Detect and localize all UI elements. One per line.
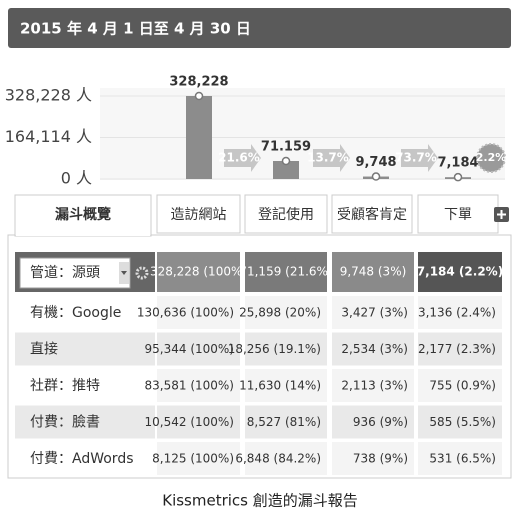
cell-bg [418, 369, 502, 402]
cell-text: 10,542 (100%) [145, 415, 234, 429]
cell-text: 11,630 (14%) [239, 379, 321, 393]
overall-label: 2.2% [476, 151, 507, 164]
cell-text: 3,136 (2.4%) [418, 306, 496, 320]
header-bar [8, 8, 511, 48]
tab[interactable] [331, 194, 413, 234]
cell-bg [245, 332, 327, 366]
cell-bg [332, 442, 414, 475]
cell-bg [332, 332, 414, 366]
tab[interactable] [156, 194, 241, 234]
cell-text: 2,113 (3%) [341, 379, 408, 393]
value-label: 71.159 [261, 140, 311, 155]
cell-bg [418, 442, 502, 475]
row-label-bg [15, 369, 155, 402]
bar-top-dot [453, 172, 463, 182]
value-label: 7,184 [437, 156, 478, 171]
cell-text: 2,177 (2.3%) [418, 342, 496, 356]
row-label: 付費：臉書 [30, 415, 100, 431]
cell-text: 2,534 (3%) [341, 342, 408, 356]
caption: Kissmetrics 創造的漏斗報告 [162, 492, 358, 510]
cell-bg [157, 369, 240, 402]
row-label-bg [15, 296, 155, 329]
cell-text: 755 (0.9%) [429, 379, 496, 393]
cell-bg [245, 405, 327, 439]
cell-text: 6,848 (84.2%) [235, 452, 321, 466]
y-tick-label: 328,228 人 [5, 86, 92, 105]
cell-text: 8,527 (81%) [247, 415, 321, 429]
cell-bg [332, 369, 414, 402]
selector-arrow [121, 271, 127, 275]
tab-label: 受顧客肯定 [337, 206, 407, 223]
table-header-text: 7,184 (2.2%) [417, 265, 503, 279]
selector[interactable] [19, 257, 131, 289]
step-label: 13.7% [307, 151, 349, 165]
table-header-cell [332, 252, 414, 292]
row-label: 付費：AdWords [30, 451, 134, 467]
cell-bg [157, 296, 240, 329]
row-label: 直接 [30, 341, 58, 358]
cell-bg [245, 296, 327, 329]
cell-bg [157, 405, 240, 439]
table-header-text: 9,748 (3%) [340, 265, 407, 279]
tab-label: 漏斗概覽 [55, 206, 111, 223]
cell-text: 25,898 (20%) [239, 306, 321, 320]
y-tick-label: 0 人 [61, 169, 92, 188]
tab-label: 造訪網站 [171, 207, 227, 223]
cell-text: 531 (6.5%) [429, 452, 496, 466]
bar-top-dot [281, 156, 291, 166]
row-label-bg [15, 332, 155, 366]
step-arrow [224, 144, 261, 172]
table-header-cell [245, 252, 327, 292]
cell-bg [157, 332, 240, 366]
bar [273, 161, 299, 179]
step-label: 21.6% [218, 151, 260, 165]
y-tick-label: 164,114 人 [5, 127, 92, 146]
row-label: 有機：Google [30, 305, 121, 321]
overall-badge [476, 143, 506, 173]
cell-bg [157, 442, 240, 475]
cell-text: 95,344 (100%) [145, 342, 234, 356]
row-label: 社群：推特 [30, 378, 100, 394]
cell-bg [418, 332, 502, 366]
cell-text: 18,256 (19.1%) [228, 342, 321, 356]
tab[interactable] [244, 194, 328, 234]
cell-bg [245, 369, 327, 402]
bar [186, 96, 212, 179]
cell-text: 8,125 (100%) [152, 452, 234, 466]
cell-text: 130,636 (100%) [137, 306, 234, 320]
header-title: 2015 年 4 月 1 日至 4 月 30 日 [20, 20, 251, 38]
selector-label: 管道：源頭 [30, 265, 100, 281]
cell-text: 83,581 (100%) [145, 379, 234, 393]
cell-bg [245, 442, 327, 475]
cell-text: 585 (5.5%) [429, 415, 496, 429]
add-icon [497, 210, 506, 219]
cell-text: 3,427 (3%) [341, 306, 408, 320]
cell-text: 936 (9%) [353, 415, 408, 429]
step-label: 73.7% [395, 151, 437, 165]
cell-text: 738 (9%) [353, 452, 408, 466]
bar-top-dot [371, 172, 381, 181]
table-header-text: 328,228 (100%) [150, 265, 247, 279]
tab-label: 登記使用 [258, 206, 314, 223]
cell-bg [418, 405, 502, 439]
tab-label: 下單 [444, 207, 472, 223]
chart-background [100, 88, 505, 180]
bar-top-dot [194, 91, 204, 101]
cell-bg [332, 296, 414, 329]
table-header-text: 71,159 (21.6%) [239, 265, 332, 279]
value-label: 9,748 [355, 155, 396, 170]
step-arrow [313, 144, 350, 172]
cell-bg [332, 405, 414, 439]
cell-bg [418, 296, 502, 329]
table-header-cell [157, 252, 240, 292]
table-header-cell [418, 252, 502, 292]
row-label-bg [15, 405, 155, 439]
row-label-bg [15, 442, 155, 475]
tab[interactable] [417, 194, 499, 234]
step-arrow [401, 144, 438, 172]
value-label: 328,228 [169, 75, 228, 90]
settings-icon[interactable] [135, 266, 149, 280]
